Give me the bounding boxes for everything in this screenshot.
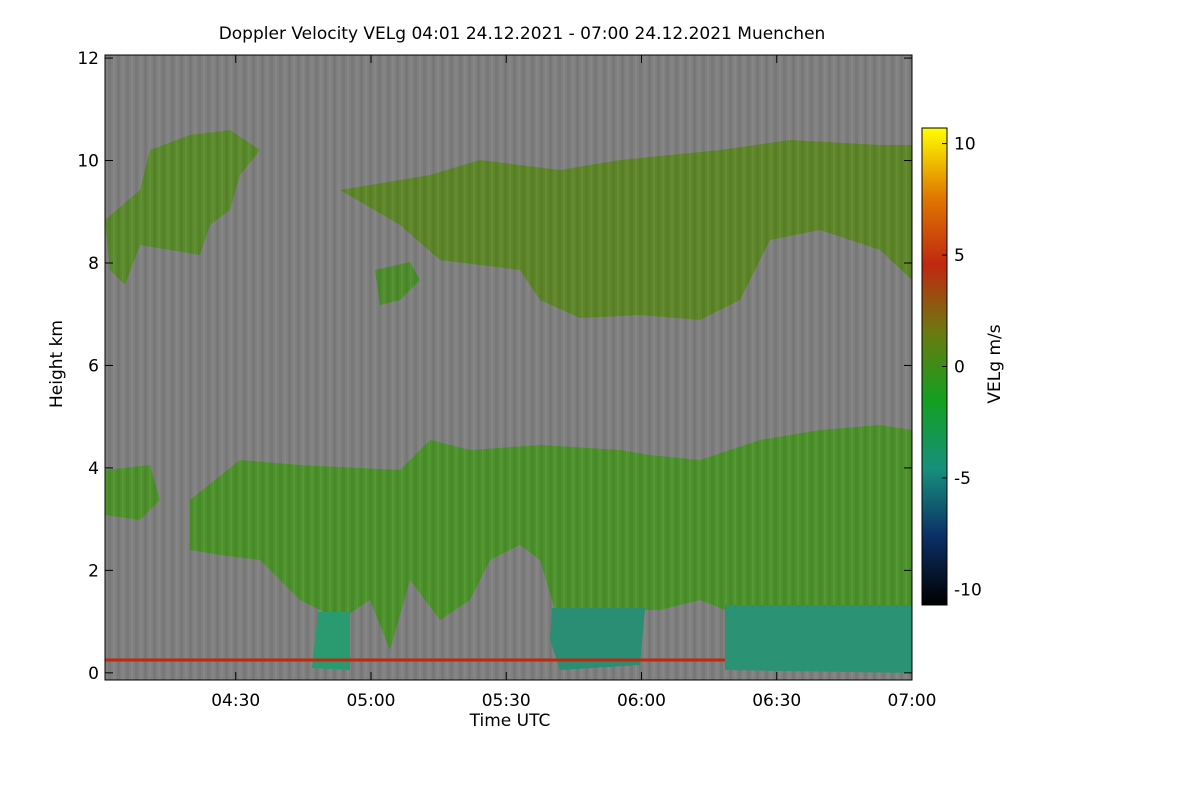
colorbar-tick-label: -10 — [954, 580, 982, 600]
x-tick-label: 04:30 — [211, 691, 260, 711]
colorbar-tick-label: 5 — [954, 246, 965, 266]
x-tick-label: 07:00 — [888, 691, 937, 711]
colorbar-tick-label: 0 — [954, 358, 965, 378]
y-tick-label: 0 — [88, 664, 99, 684]
x-tick-label: 06:30 — [752, 691, 801, 711]
plot-frame — [104, 54, 913, 681]
colorbar-tick-label: -5 — [954, 469, 971, 489]
y-axis-label: Height km — [47, 320, 67, 408]
y-tick-label: 10 — [77, 152, 99, 172]
y-tick-label: 8 — [88, 254, 99, 274]
velocity-field — [105, 55, 912, 680]
chart-title: Doppler Velocity VELg 04:01 24.12.2021 -… — [219, 24, 826, 44]
colorbar-tick-label: 10 — [954, 135, 976, 155]
y-tick-label: 4 — [88, 459, 99, 479]
colorbar-label: VELg m/s — [985, 324, 1005, 403]
x-axis-label: Time UTC — [469, 711, 551, 731]
x-tick-label: 06:00 — [617, 691, 666, 711]
y-tick-label: 12 — [77, 49, 99, 69]
y-tick-label: 2 — [88, 561, 99, 581]
y-tick-label: 6 — [88, 356, 99, 376]
x-tick-label: 05:30 — [482, 691, 531, 711]
x-tick-label: 05:00 — [346, 691, 395, 711]
